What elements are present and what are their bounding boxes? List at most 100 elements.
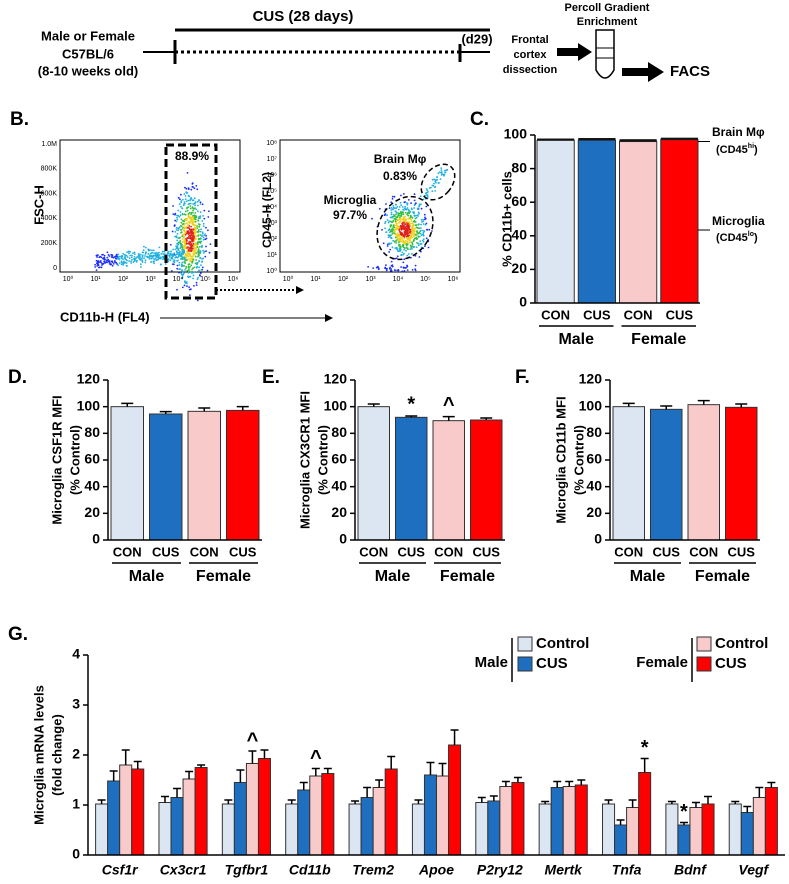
event-dot (190, 198, 193, 200)
event-dot (393, 226, 396, 229)
event-dot (169, 259, 172, 262)
bar (395, 416, 428, 541)
bar-segment (660, 137, 698, 140)
event-dot (190, 219, 193, 222)
error-bar (236, 769, 245, 783)
event-dot (436, 178, 439, 181)
error-bar (414, 799, 423, 804)
event-dot (402, 213, 405, 216)
y-axis-label: (% Control) (315, 425, 330, 495)
event-dot (202, 215, 205, 217)
event-dot (384, 220, 387, 223)
event-dot (181, 273, 183, 276)
event-dot (198, 274, 201, 276)
event-dot (407, 253, 410, 255)
event-dot (182, 237, 185, 239)
event-dot (426, 195, 429, 198)
event-dot (137, 256, 140, 259)
event-dot (176, 267, 179, 270)
event-dot (393, 231, 396, 233)
event-dot (167, 260, 169, 263)
y-tick-label: 120 (77, 371, 101, 387)
event-dot (192, 186, 195, 188)
event-dot (173, 252, 176, 255)
event-dot (179, 211, 182, 213)
event-dot (194, 220, 197, 223)
event-dot (184, 269, 186, 271)
event-dot (200, 269, 203, 271)
event-dot (186, 224, 189, 226)
bar (562, 786, 576, 856)
event-dot (151, 256, 154, 259)
event-dot (434, 180, 437, 183)
event-dot (203, 234, 206, 237)
event-dot (144, 246, 147, 249)
y-tick-label: 100 (504, 126, 528, 142)
event-dot (199, 230, 202, 233)
error-bar (133, 760, 142, 769)
x-tick-label: CUS (152, 544, 180, 559)
event-dot (180, 229, 183, 231)
event-dot (411, 269, 414, 271)
y-axis-label: Microglia CSF1R MFI (49, 395, 64, 524)
event-dot (409, 228, 412, 231)
event-dot (178, 203, 181, 206)
event-dot (194, 255, 197, 258)
event-dot (420, 207, 423, 210)
event-dot (174, 235, 177, 238)
flow-tick: 600K (41, 190, 58, 197)
event-dot (177, 227, 180, 230)
facs-text: FACS (670, 63, 710, 80)
event-dot (194, 229, 197, 232)
event-dot (187, 242, 189, 245)
event-dot (185, 281, 188, 283)
event-dot (410, 202, 412, 205)
event-dot (148, 254, 151, 256)
event-dot (416, 208, 419, 211)
event-dot (189, 207, 192, 210)
event-dot (406, 269, 409, 271)
event-dot (414, 254, 417, 257)
event-dot (200, 228, 203, 231)
event-dot (180, 200, 183, 202)
event-dot (195, 252, 198, 255)
event-dot (414, 217, 417, 220)
event-dot (402, 221, 404, 224)
event-dot (195, 266, 198, 269)
event-dot (195, 259, 198, 261)
event-dot (203, 217, 206, 220)
event-dot (198, 225, 201, 228)
y-tick-label: 80 (586, 424, 602, 440)
event-dot (409, 248, 412, 251)
event-dot (187, 258, 190, 260)
error-bar (109, 770, 118, 781)
event-dot (403, 237, 406, 240)
event-dot (202, 252, 205, 254)
event-dot (203, 209, 206, 212)
event-dot (144, 255, 146, 257)
event-dot (433, 182, 435, 185)
bar (740, 812, 754, 856)
y-tick-label: 60 (84, 451, 100, 467)
event-dot (403, 248, 405, 251)
annotation: ^ (310, 747, 322, 769)
event-dot (420, 243, 423, 245)
event-dot (411, 242, 414, 245)
y-tick-label: 20 (331, 504, 347, 520)
error-bar (260, 749, 269, 759)
event-dot (179, 254, 182, 256)
event-dot (390, 209, 393, 211)
error-bar (121, 749, 130, 765)
event-dot (139, 259, 142, 261)
event-dot (181, 276, 184, 279)
event-dot (162, 258, 164, 261)
flow-tick: 10⁸ (266, 140, 277, 147)
event-dot (388, 235, 391, 238)
y-tick-label: 2 (72, 746, 80, 762)
event-dot (409, 215, 412, 218)
event-dot (153, 258, 156, 261)
flow-tick: 200K (41, 240, 58, 247)
gate-label: Microglia (324, 193, 377, 207)
bar (689, 807, 703, 856)
event-dot (194, 201, 197, 204)
